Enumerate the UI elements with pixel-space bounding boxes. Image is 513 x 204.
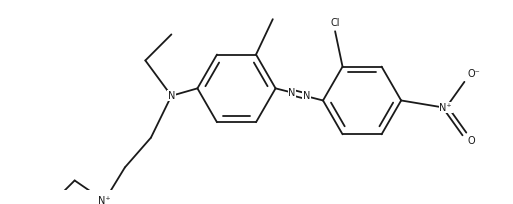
Text: O⁻: O⁻ xyxy=(467,69,480,79)
Text: O: O xyxy=(467,136,475,146)
Text: N: N xyxy=(288,88,296,98)
Text: Cl: Cl xyxy=(330,19,340,29)
Text: N: N xyxy=(303,91,310,101)
Text: N: N xyxy=(168,91,175,101)
Text: N⁺: N⁺ xyxy=(440,103,452,113)
Text: N⁺: N⁺ xyxy=(98,196,111,204)
